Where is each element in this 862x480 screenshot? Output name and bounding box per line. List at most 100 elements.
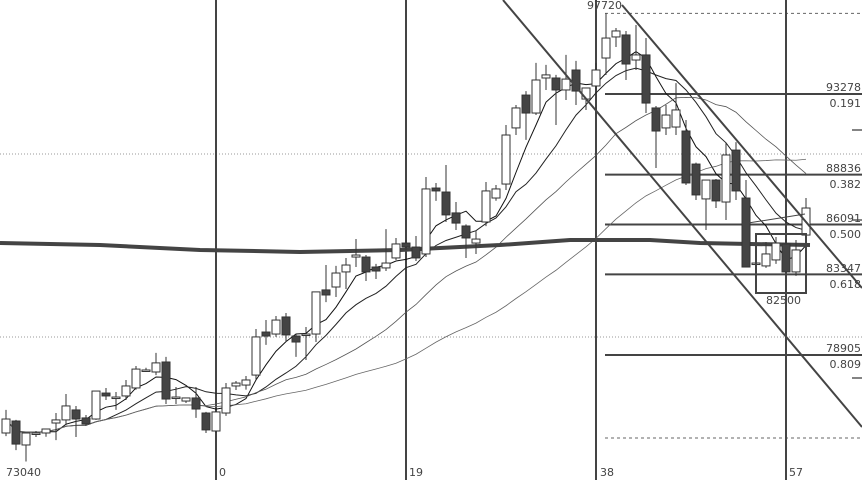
- candle-up: [541, 74, 551, 79]
- candle-up: [31, 432, 41, 435]
- box-label: 82500: [766, 294, 801, 307]
- candle-down: [81, 417, 91, 425]
- candle-up: [501, 134, 511, 185]
- candle-up: [181, 397, 191, 402]
- ma-10-line: [5, 67, 807, 433]
- candle-up: [141, 369, 151, 372]
- candle-down: [291, 335, 301, 343]
- candle-up: [91, 390, 101, 420]
- candle-down: [371, 266, 381, 272]
- candle-down: [101, 392, 111, 397]
- candle-up: [671, 109, 681, 128]
- candle-down: [441, 191, 451, 216]
- candle-down: [461, 225, 471, 239]
- x-tick-label: 0: [219, 466, 226, 479]
- candle-up: [211, 411, 221, 432]
- candle-down: [551, 77, 561, 91]
- candle-up: [761, 253, 771, 267]
- candle-up: [121, 385, 131, 397]
- candle-up: [61, 405, 71, 421]
- channel-line-upper: [621, 4, 862, 289]
- candle-up: [41, 428, 51, 434]
- candle-down: [711, 179, 721, 202]
- candle-down: [731, 149, 741, 192]
- candle-down: [401, 242, 411, 248]
- candle-up: [111, 396, 121, 400]
- candle-down: [621, 34, 631, 65]
- candle-up: [341, 264, 351, 273]
- candle-up: [351, 254, 361, 258]
- range-box: [755, 233, 807, 294]
- candle-down: [11, 420, 21, 445]
- candle-up: [231, 382, 241, 387]
- high-label: 97720: [587, 0, 622, 12]
- candle-down: [781, 243, 791, 273]
- fib-price-label: 88836: [826, 162, 861, 175]
- candle-up: [471, 238, 481, 244]
- candle-down: [281, 316, 291, 336]
- candle-up: [421, 188, 431, 255]
- candle-up: [601, 37, 611, 59]
- candles: [1, 13, 811, 462]
- candle-down: [431, 187, 441, 192]
- candle-up: [631, 54, 641, 61]
- candle-up: [791, 249, 801, 273]
- candle-up: [21, 432, 31, 446]
- candle-up: [771, 242, 781, 261]
- fib-price-label: 93278: [826, 81, 861, 94]
- drawing-objects: [502, 0, 862, 428]
- candle-down: [71, 409, 81, 420]
- candle-up: [221, 387, 231, 414]
- candle-down: [191, 397, 201, 410]
- candle-up: [701, 179, 711, 200]
- fib-ratio-label: 0.809: [830, 358, 862, 371]
- candle-up: [611, 30, 621, 38]
- candle-up: [1, 418, 11, 434]
- channel-line-lower: [502, 0, 862, 428]
- long-ma-line: [0, 237, 811, 254]
- candle-down: [521, 94, 531, 114]
- x-tick-label: 19: [409, 466, 423, 479]
- candle-up: [591, 69, 601, 87]
- candle-down: [651, 107, 661, 132]
- candle-up: [51, 419, 61, 424]
- candle-down: [261, 331, 271, 337]
- x-tick-label: 57: [789, 466, 803, 479]
- candle-up: [531, 79, 541, 114]
- candle-up: [271, 319, 281, 335]
- candle-up: [241, 379, 251, 386]
- candle-up: [511, 107, 521, 129]
- fib-ratio-label: 0.382: [830, 178, 862, 191]
- candle-up: [491, 188, 501, 199]
- candle-up: [131, 368, 141, 389]
- ma-40-line: [5, 158, 807, 433]
- fib-price-label: 83347: [826, 262, 861, 275]
- fib-price-label: 78905: [826, 342, 861, 355]
- candle-up: [661, 114, 671, 129]
- fib-ratio-label: 0.618: [830, 278, 862, 291]
- candle-down: [201, 412, 211, 431]
- candle-down: [681, 130, 691, 184]
- candle-down: [641, 54, 651, 104]
- candle-up: [251, 336, 261, 376]
- candle-up: [481, 190, 491, 223]
- fib-ratio-label: 0.191: [830, 97, 862, 110]
- candle-up: [331, 272, 341, 288]
- candle-up: [311, 291, 321, 335]
- candle-down: [691, 163, 701, 196]
- candle-up: [151, 362, 161, 373]
- fib-ratio-label: 0.500: [830, 228, 862, 241]
- candle-up: [381, 262, 391, 269]
- candle-down: [741, 197, 751, 268]
- candle-up: [391, 243, 401, 259]
- trend-line: [741, 213, 806, 225]
- x-tick-label: 38: [600, 466, 614, 479]
- candle-up: [301, 333, 311, 337]
- low-label: 73040: [6, 466, 41, 479]
- candle-up: [561, 78, 571, 91]
- candle-down: [451, 212, 461, 224]
- candle-down: [321, 289, 331, 296]
- candle-up: [721, 154, 731, 203]
